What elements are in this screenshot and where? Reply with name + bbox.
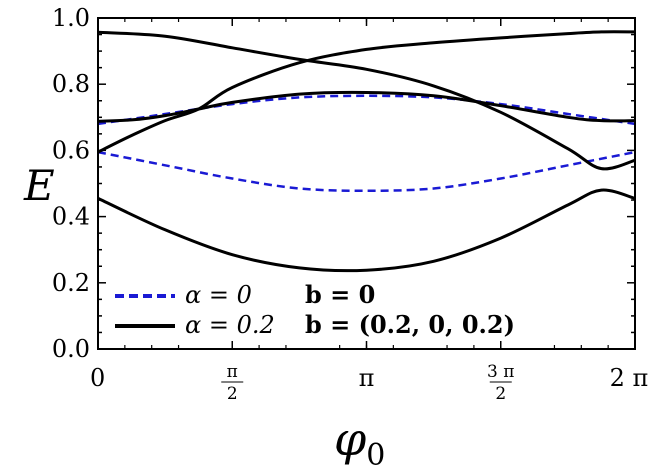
x-tick-numerator: 3 π [487, 362, 514, 382]
x-tick-label: π [359, 364, 375, 392]
x-tick-fraction: 3 π2 [487, 362, 514, 404]
legend-b-label: b = 0 [305, 280, 375, 309]
legend-b-label: b = (0.2, 0, 0.2) [305, 310, 515, 339]
x-tick-labels: 0 π2π 3 π22 π [90, 362, 648, 404]
legend-entry-dashed: α = 0 b = 0 [115, 280, 375, 309]
legend-alpha-label: α = 0 [185, 281, 252, 309]
x-axis-title: φ0 [334, 412, 385, 471]
series-line-dashed-0 [97, 94, 636, 126]
legend-alpha-label: α = 0.2 [185, 311, 275, 339]
x-tick-fraction: π2 [221, 362, 244, 404]
x-tick-numerator: π [227, 362, 238, 382]
y-tick-label: 0.8 [52, 70, 90, 98]
x-tick-label: 2 π [610, 364, 649, 392]
series-line-solid-3 [97, 30, 636, 154]
y-tick-label: 0.0 [52, 335, 90, 363]
x-tick-denominator: 2 [495, 384, 506, 404]
x-axis-symbol: φ [334, 412, 367, 466]
y-axis-title: E [23, 161, 55, 210]
series-line-solid-5 [97, 188, 636, 273]
series-line-dashed-1 [97, 150, 636, 193]
x-axis-subscript: 0 [366, 438, 385, 471]
y-tick-labels: 0.0 0.2 0.4 0.6 0.8 1.0 [52, 4, 90, 363]
series-line-solid-4 [97, 90, 636, 123]
y-tick-label: 0.2 [52, 269, 90, 297]
y-tick-label: 1.0 [52, 4, 90, 32]
x-tick-label: 0 [90, 364, 105, 392]
legend: α = 0 b = 0 α = 0.2 b = (0.2, 0, 0.2) [115, 280, 515, 339]
y-tick-label: 0.4 [52, 203, 90, 231]
series-line-solid-2 [97, 30, 636, 171]
plot-frame [97, 17, 636, 350]
x-tick-denominator: 2 [227, 384, 238, 404]
y-tick-label: 0.6 [52, 136, 90, 164]
series-layer [97, 30, 636, 273]
legend-entry-solid: α = 0.2 b = (0.2, 0, 0.2) [115, 310, 515, 339]
